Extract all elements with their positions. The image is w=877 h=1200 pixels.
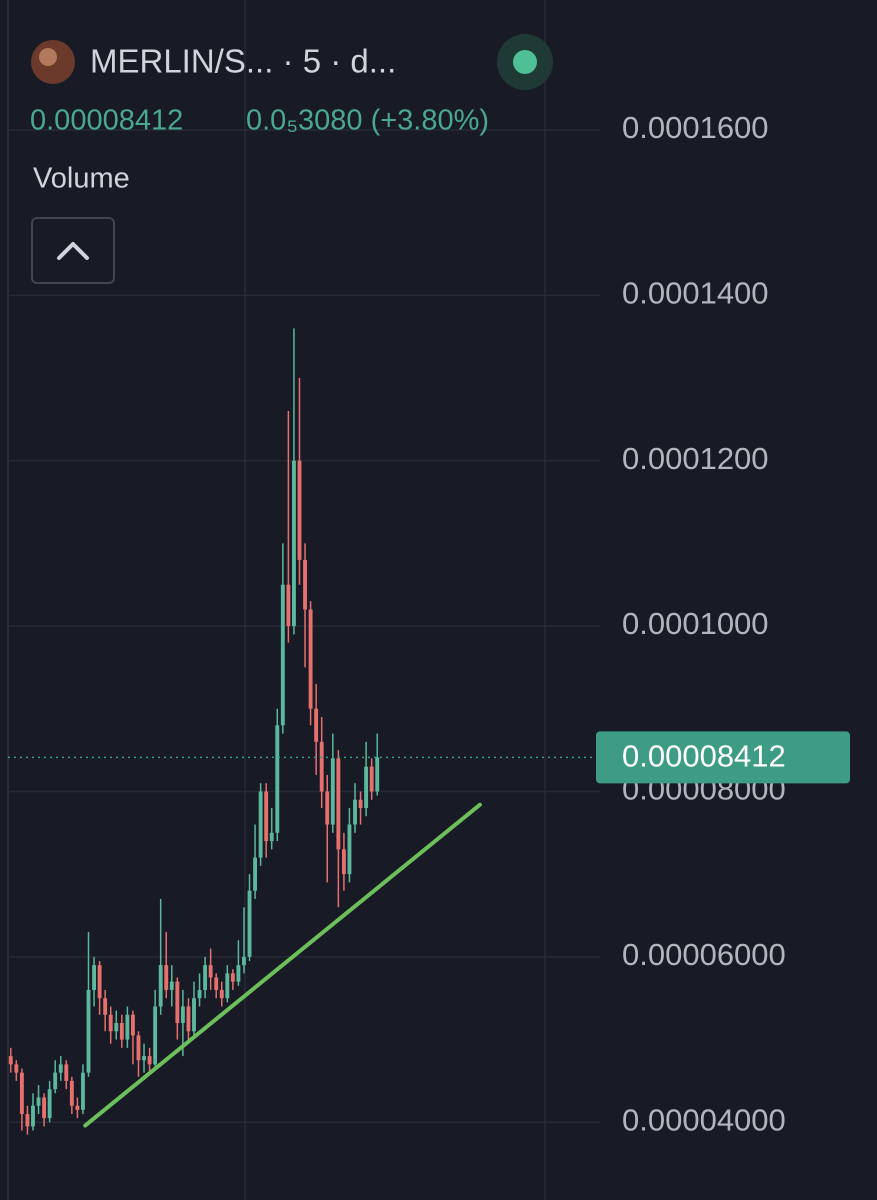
y-tick-label: 0.00006000	[622, 937, 786, 972]
indicator-label: Volume	[33, 163, 130, 195]
candle-body	[314, 708, 319, 742]
candle-body	[253, 857, 258, 891]
candle-body	[69, 1080, 74, 1106]
candle-body	[42, 1097, 47, 1119]
candle-body	[225, 973, 230, 999]
header-price: 0.00008412	[30, 105, 183, 137]
candle-body	[119, 1023, 124, 1040]
candle-body	[8, 1056, 13, 1065]
candle-body	[147, 1056, 152, 1065]
candle-body	[347, 824, 352, 875]
candle-body	[319, 741, 324, 792]
candle-body	[275, 725, 280, 833]
last-price-box	[596, 731, 850, 784]
candle-body	[136, 1035, 141, 1061]
candle-body	[75, 1105, 80, 1110]
candle-body	[58, 1064, 63, 1073]
y-tick-label: 0.0001400	[622, 275, 769, 310]
grid	[7, 0, 600, 1200]
candle-body	[142, 1056, 146, 1061]
candle-body	[330, 758, 335, 825]
y-tick-label: 0.0001200	[622, 441, 769, 476]
candle-body	[236, 965, 241, 982]
candle-body	[197, 989, 202, 999]
header-change: 0.0₅3080 (+3.80%)	[246, 105, 489, 137]
candle-body	[186, 1006, 191, 1032]
candle-body	[203, 965, 208, 990]
candle-body	[369, 766, 374, 792]
candle-body	[114, 1023, 119, 1032]
candle-body	[81, 1072, 85, 1110]
candle-body	[264, 791, 269, 842]
candle-body	[325, 791, 330, 825]
candle-body	[25, 1113, 30, 1127]
candles	[8, 328, 380, 1135]
candle-body	[341, 849, 346, 875]
candle-body	[280, 584, 285, 726]
candle-body	[247, 890, 252, 957]
candle-body	[92, 965, 97, 990]
candle-body	[164, 965, 169, 990]
candle-body	[269, 832, 274, 842]
candle-body	[258, 791, 263, 858]
candle-body	[130, 1014, 135, 1036]
candle-body	[192, 998, 196, 1032]
collapse-button[interactable]	[31, 217, 115, 284]
candle-body	[86, 989, 91, 1073]
candle-body	[97, 965, 102, 999]
candle-body	[364, 766, 369, 808]
trendline	[83, 802, 482, 1128]
candle-body	[153, 1006, 158, 1065]
y-tick-label: 0.0001600	[622, 110, 769, 145]
candle-body	[286, 584, 291, 627]
candle-body	[208, 965, 213, 978]
candle-body	[47, 1089, 52, 1119]
candle-body	[308, 609, 313, 709]
candle-body	[19, 1072, 24, 1114]
candle-body	[108, 1014, 113, 1032]
overlay	[8, 756, 596, 1128]
last-price-label: 0.00008412	[622, 739, 786, 774]
candle-body	[375, 757, 380, 792]
candle-body	[53, 1072, 58, 1090]
y-tick-label: 0.00004000	[622, 1102, 786, 1137]
candle-body	[230, 973, 235, 982]
candle-body	[336, 758, 341, 850]
y-tick-label: 0.0001000	[622, 606, 769, 641]
candle-body	[180, 1006, 185, 1024]
avatar-detail	[39, 48, 57, 66]
candle-body	[14, 1064, 19, 1073]
candle-body	[291, 460, 296, 627]
candle-body	[31, 1105, 35, 1127]
candle-body	[242, 956, 246, 966]
candle-body	[219, 989, 224, 999]
chevron-icon	[57, 242, 89, 260]
candle-body	[36, 1097, 41, 1106]
y-axis: 0.0001600 0.0001400 0.0001200 0.0001000 0.00…	[596, 110, 850, 1137]
header: MERLIN/S... · 5 · d... 0.00008412 0.0₅30…	[30, 34, 553, 284]
candle-body	[353, 799, 357, 825]
candle-body	[158, 965, 163, 1007]
candle-body	[175, 981, 180, 1024]
symbol: MERLIN/S... · 5 · d...	[90, 43, 396, 80]
candle-body	[125, 1014, 130, 1040]
candle-body	[358, 799, 363, 808]
status-dot	[513, 50, 537, 74]
candle-body	[303, 559, 307, 610]
candle-body	[64, 1064, 69, 1081]
candle-body	[214, 977, 219, 990]
candle-body	[103, 998, 108, 1015]
candle-body	[169, 981, 174, 990]
candle-body	[297, 460, 302, 560]
